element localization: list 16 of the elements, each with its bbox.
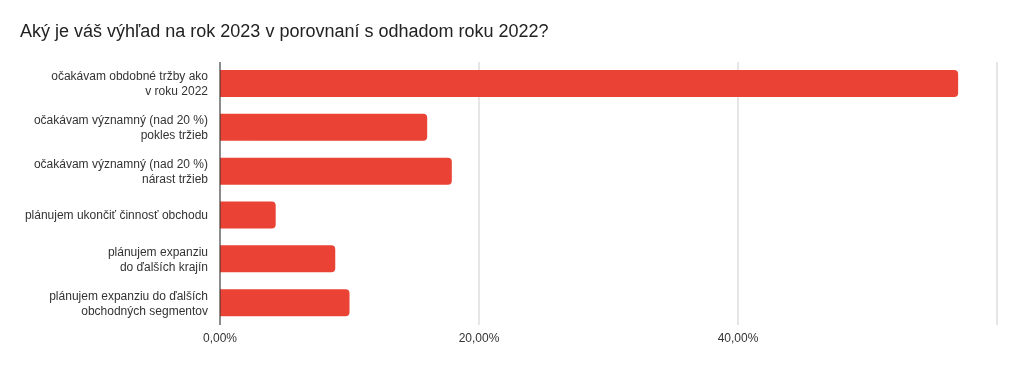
bar — [220, 245, 336, 273]
y-tick-label: plánujem expanziu do ďalších krajín — [107, 244, 208, 274]
x-tick-label: 20,00% — [458, 330, 500, 345]
y-tick-label: očakávam významný (nad 20 %) pokles tržieb — [33, 113, 209, 143]
x-tick-label: 40,00% — [717, 330, 759, 345]
y-tick-label: plánujem expanziu do ďalších obchodných segmentov — [49, 288, 208, 318]
bar — [220, 113, 428, 141]
y-tick-label: očakávam obdobné tržby ako v roku 2022 — [51, 69, 209, 99]
y-tick-label: plánujem ukončiť činnosť obchodu — [24, 208, 208, 223]
bar — [220, 70, 959, 97]
bar — [220, 289, 350, 317]
y-tick-label: očakávam významný (nad 20 %) nárast tržieb — [33, 157, 209, 187]
bar — [220, 157, 452, 185]
chart-title: Aký je váš výhľad na rok 2023 v porovnaní s odhadom roku 2022? — [20, 21, 549, 42]
bar — [220, 201, 276, 229]
x-tick-label: 0,00% — [202, 330, 238, 345]
